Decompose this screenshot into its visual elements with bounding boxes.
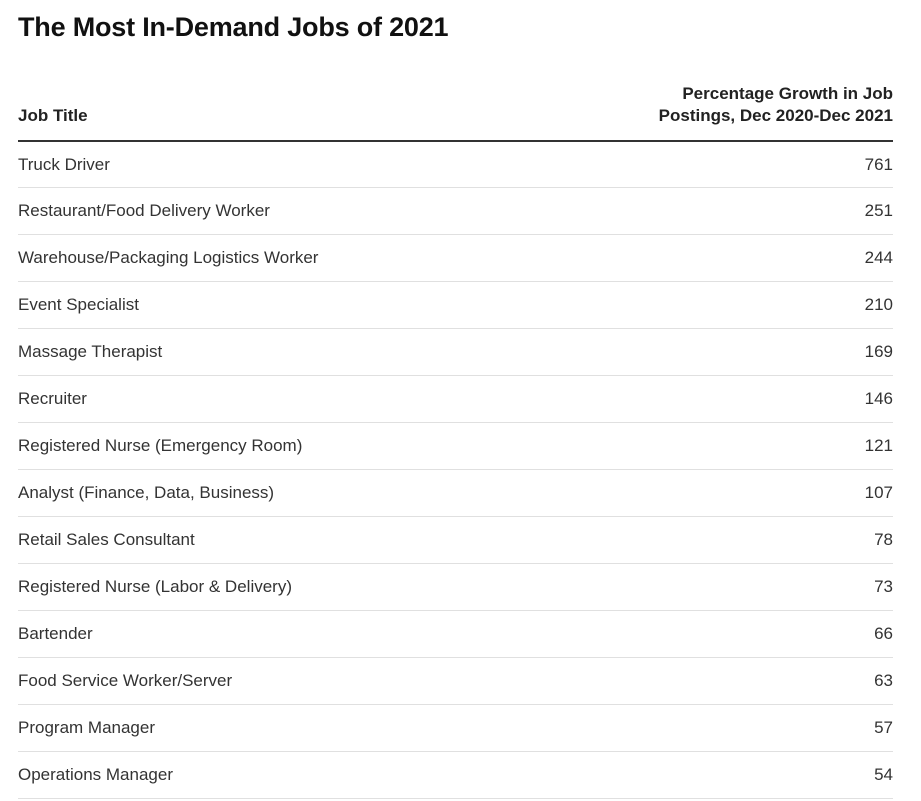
growth-value-cell: 57 (578, 704, 893, 752)
job-title-cell: Recruiter (18, 375, 578, 423)
growth-value-cell: 146 (578, 375, 893, 423)
table-row: Warehouse/Packaging Logistics Worker 244 (18, 234, 893, 282)
chart-title: The Most In-Demand Jobs of 2021 (18, 12, 449, 42)
job-title-cell: Massage Therapist (18, 328, 578, 376)
table-row: Registered Nurse (Labor & Delivery) 73 (18, 563, 893, 611)
growth-value-cell: 169 (578, 328, 893, 376)
growth-value-cell: 244 (578, 234, 893, 282)
job-title-cell: Retail Sales Consultant (18, 516, 578, 564)
table-row: Analyst (Finance, Data, Business) 107 (18, 469, 893, 517)
table-row: Recruiter 146 (18, 375, 893, 423)
table-row: Program Manager 57 (18, 704, 893, 752)
growth-value-cell: 210 (578, 281, 893, 329)
column-header-growth-label: Percentage Growth in Job Postings, Dec 2… (658, 84, 893, 125)
job-title-cell: Analyst (Finance, Data, Business) (18, 469, 578, 517)
growth-value-cell: 73 (578, 563, 893, 611)
table-row: Food Service Worker/Server 63 (18, 657, 893, 705)
table-body: Truck Driver 761 Restaurant/Food Delivery … (18, 141, 893, 799)
job-title-cell: Food Service Worker/Server (18, 657, 578, 705)
job-title-cell: Truck Driver (18, 141, 578, 188)
column-header-growth: Percentage Growth in Job Postings, Dec 2… (578, 83, 893, 142)
job-title-cell: Warehouse/Packaging Logistics Worker (18, 234, 578, 282)
growth-value-cell: 107 (578, 469, 893, 517)
jobs-table: Job Title Percentage Growth in Job Posti… (18, 83, 893, 799)
growth-value-cell: 78 (578, 516, 893, 564)
growth-value-cell: 63 (578, 657, 893, 705)
job-title-cell: Event Specialist (18, 281, 578, 329)
job-title-cell: Registered Nurse (Labor & Delivery) (18, 563, 578, 611)
table-row: Retail Sales Consultant 78 (18, 516, 893, 564)
growth-value-cell: 66 (578, 610, 893, 658)
table-row: Registered Nurse (Emergency Room) 121 (18, 422, 893, 470)
job-title-cell: Program Manager (18, 704, 578, 752)
job-title-cell: Registered Nurse (Emergency Room) (18, 422, 578, 470)
table-row: Massage Therapist 169 (18, 328, 893, 376)
growth-value-cell: 121 (578, 422, 893, 470)
table-row: Event Specialist 210 (18, 281, 893, 329)
growth-value-cell: 761 (578, 141, 893, 188)
table-header-row: Job Title Percentage Growth in Job Posti… (18, 83, 893, 142)
job-title-cell: Restaurant/Food Delivery Worker (18, 187, 578, 235)
column-header-job-title: Job Title (18, 83, 578, 142)
growth-value-cell: 251 (578, 187, 893, 235)
job-title-cell: Bartender (18, 610, 578, 658)
job-title-cell: Operations Manager (18, 751, 578, 799)
table-row: Bartender 66 (18, 610, 893, 658)
table-row: Truck Driver 761 (18, 141, 893, 188)
growth-value-cell: 54 (578, 751, 893, 799)
table-row: Operations Manager 54 (18, 751, 893, 799)
table-row: Restaurant/Food Delivery Worker 251 (18, 187, 893, 235)
chart-container: The Most In-Demand Jobs of 2021 Job Titl… (18, 0, 893, 799)
